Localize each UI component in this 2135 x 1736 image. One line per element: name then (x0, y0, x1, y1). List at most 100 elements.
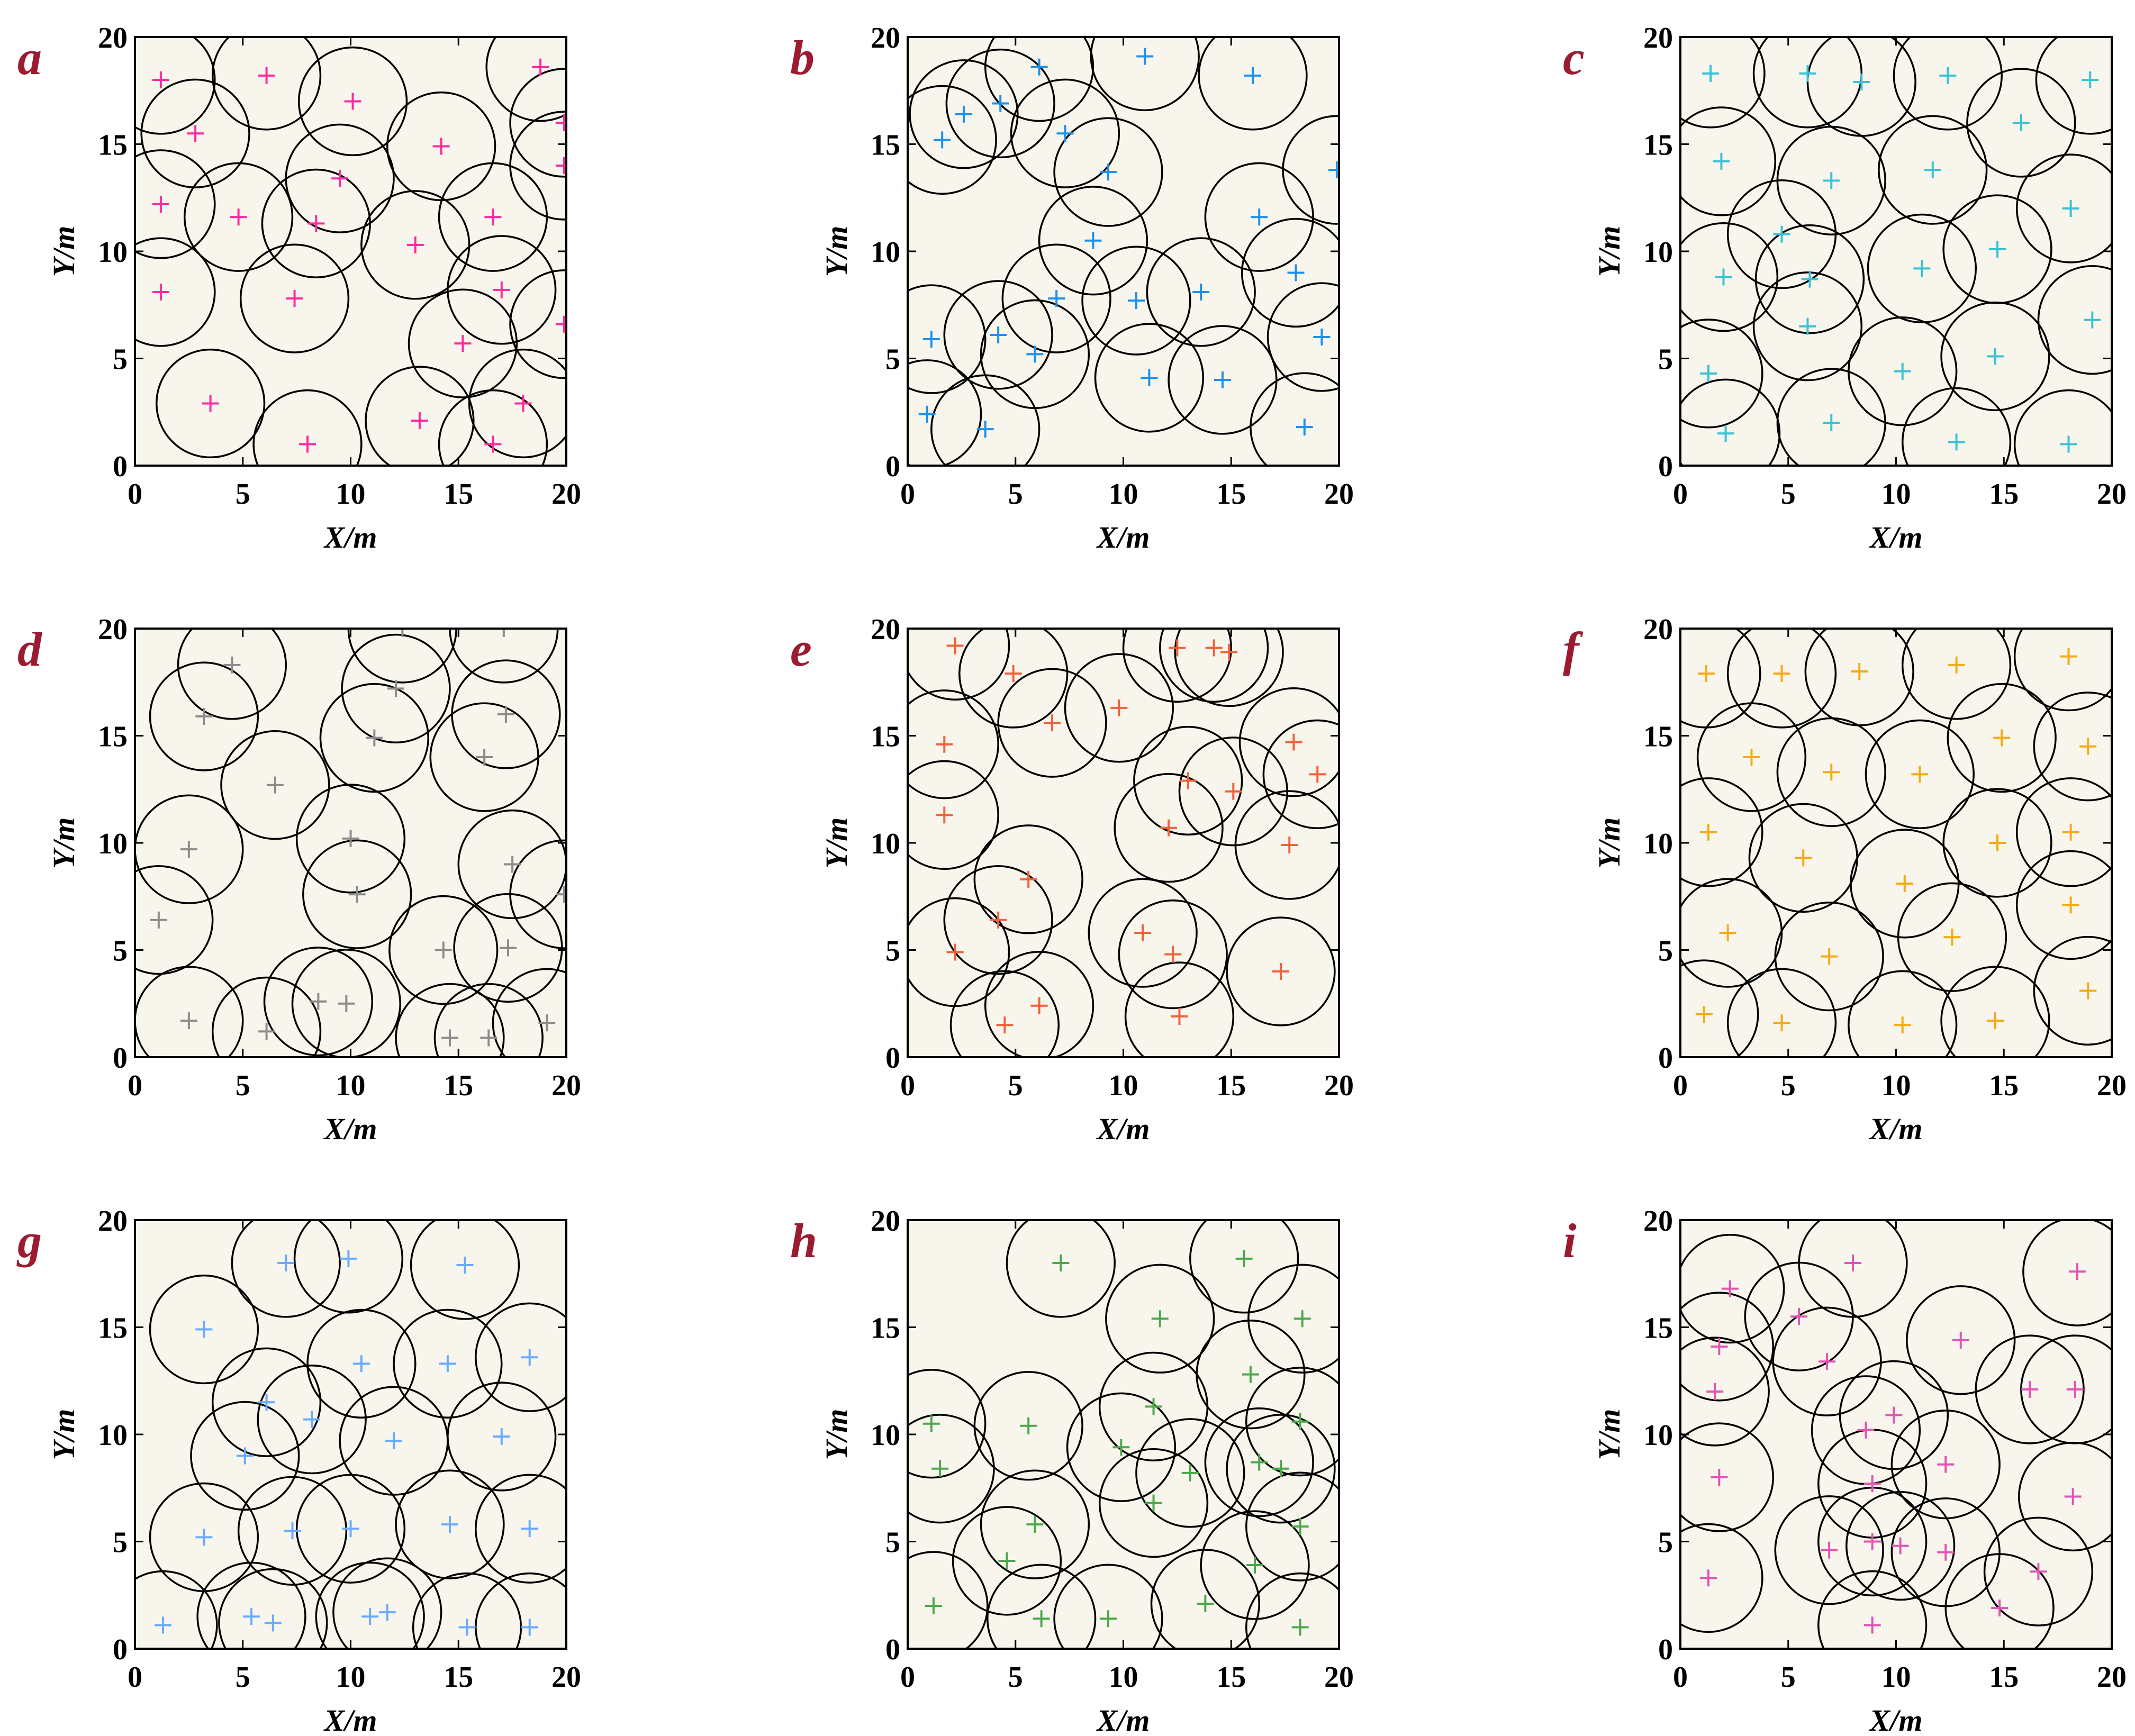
y-tick-label: 10 (871, 236, 900, 269)
x-tick-label: 0 (1673, 1069, 1688, 1102)
sensor-marker (456, 1257, 474, 1274)
coverage-circle (1680, 1422, 1774, 1532)
sensor-marker (1134, 924, 1152, 942)
sensor-marker (284, 1522, 301, 1540)
coverage-circle (190, 1401, 300, 1511)
coverage-circle (1006, 1220, 1116, 1318)
coverage-circle (1902, 387, 2012, 466)
x-axis-label: X/m (323, 520, 377, 555)
sensor-marker (1044, 714, 1061, 732)
y-tick-label: 20 (1643, 1205, 1673, 1238)
coverage-circle (1250, 372, 1339, 466)
sensor-marker (1285, 733, 1302, 751)
coverage-circle (239, 243, 350, 353)
sensor-marker (1924, 161, 1941, 179)
sensor-marker (180, 841, 197, 858)
coverage-circle (1776, 717, 1886, 827)
sensor-marker (258, 1394, 275, 1411)
y-tick-label: 0 (885, 450, 900, 483)
y-tick-label: 20 (1643, 22, 1673, 54)
x-tick-label: 20 (2097, 1069, 2127, 1102)
coverage-circle (220, 730, 330, 840)
coverage-circle (1817, 1570, 1928, 1649)
x-tick-label: 15 (1989, 1661, 2019, 1694)
sensor-marker (955, 105, 972, 123)
coverage-circle (135, 149, 216, 259)
plot-area (135, 1220, 566, 1649)
coverage-circle (1680, 106, 1777, 216)
coverage-circle (943, 865, 1053, 975)
sensor-marker (2062, 200, 2079, 217)
panel-letter: e (790, 622, 812, 676)
sensor-marker (1171, 1008, 1188, 1025)
x-tick-label: 10 (1109, 478, 1138, 511)
sensor-marker (1020, 1417, 1037, 1434)
sensor-marker (1702, 65, 1720, 82)
y-tick-label: 20 (98, 22, 128, 54)
sensor-marker (990, 911, 1007, 929)
coverage-circle (909, 59, 1019, 169)
sensor-marker (1026, 1516, 1044, 1533)
sensor-marker (1863, 1475, 1881, 1493)
x-tick-label: 5 (1781, 478, 1796, 511)
coverage-circle (984, 37, 1094, 122)
coverage-circle (135, 37, 216, 135)
coverage-circle (257, 1365, 367, 1475)
sensor-marker (992, 95, 1009, 112)
sensor-marker (495, 629, 512, 637)
x-tick-label: 0 (900, 1661, 915, 1694)
coverage-circle (1726, 629, 1837, 729)
sensor-marker (1030, 997, 1048, 1014)
sensor-marker (1892, 1537, 1909, 1555)
coverage-circle (1098, 1351, 1209, 1461)
x-tick-label: 5 (1008, 1069, 1023, 1102)
coverage-circle (1940, 301, 2050, 412)
sensor-marker (1220, 643, 1238, 661)
sensor-marker (1242, 1366, 1259, 1383)
sensor-marker (1033, 1610, 1050, 1628)
coverage-circle (1902, 629, 2012, 720)
sensor-marker (2021, 1380, 2039, 1398)
y-tick-label: 0 (1658, 1633, 1673, 1666)
coverage-circle (1947, 683, 2057, 793)
sensor-marker (202, 395, 219, 412)
coverage-circle (1200, 1510, 1310, 1620)
y-tick-label: 5 (885, 343, 900, 376)
y-tick-label: 15 (1643, 129, 1673, 162)
x-tick-label: 10 (1881, 1069, 1911, 1102)
coverage-circle (388, 895, 499, 1005)
coverage-circle (429, 702, 539, 812)
coverage-circle (447, 1381, 557, 1492)
sensor-marker (1986, 1012, 2004, 1030)
sensor-marker (2064, 1488, 2082, 1505)
coverage-circle (1944, 1553, 2055, 1649)
coverage-circle (1975, 1334, 2085, 1444)
coverage-circle (1680, 319, 1763, 429)
coverage-circle (438, 162, 548, 272)
coverage-circle (1726, 179, 1837, 289)
plot-marks (135, 1220, 566, 1649)
coverage-circle (1774, 902, 1884, 1012)
sensor-marker (454, 335, 472, 352)
coverage-circle (149, 661, 259, 771)
sensor-marker (1160, 819, 1178, 837)
x-tick-label: 15 (444, 1661, 473, 1694)
coverage-circle (1226, 1414, 1336, 1524)
sensor-marker (996, 1016, 1014, 1034)
y-axis-label: Y/m (1592, 226, 1626, 277)
x-tick-label: 15 (1216, 1661, 1246, 1694)
coverage-circle (449, 629, 559, 684)
sensor-marker (1328, 161, 1339, 179)
x-tick-label: 0 (1673, 478, 1688, 511)
sensor-marker (441, 1516, 458, 1533)
sensor-marker (532, 58, 549, 76)
coverage-circle (1893, 37, 2003, 131)
coverage-circle (1680, 1234, 1785, 1344)
coverage-circle (395, 1469, 505, 1579)
coverage-circle (412, 1572, 522, 1649)
sensor-marker (195, 1321, 213, 1338)
sensor-marker (1005, 665, 1022, 683)
coverage-circle (908, 1369, 987, 1479)
coverage-circle (293, 1220, 404, 1314)
sensor-marker (922, 1415, 940, 1432)
